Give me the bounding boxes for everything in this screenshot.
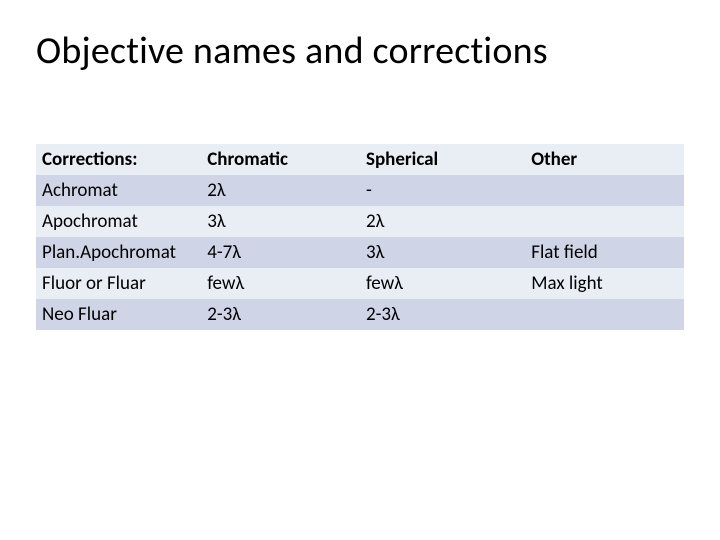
cell: Flat field xyxy=(525,237,684,268)
cell: 3λ xyxy=(360,237,525,268)
cell: 2-3λ xyxy=(201,299,360,330)
cell xyxy=(525,299,684,330)
cell xyxy=(525,175,684,206)
col-header: Corrections: xyxy=(36,144,201,175)
corrections-table: Corrections: Chromatic Spherical Other A… xyxy=(36,144,684,330)
cell: Plan.Apochromat xyxy=(36,237,201,268)
cell: Max light xyxy=(525,268,684,299)
page-title: Objective names and corrections xyxy=(36,28,684,74)
cell xyxy=(525,206,684,237)
cell: Fluor or Fluar xyxy=(36,268,201,299)
table-row: Fluor or Fluar fewλ fewλ Max light xyxy=(36,268,684,299)
cell: fewλ xyxy=(201,268,360,299)
cell: 3λ xyxy=(201,206,360,237)
col-header: Spherical xyxy=(360,144,525,175)
cell: - xyxy=(360,175,525,206)
table-row: Plan.Apochromat 4-7λ 3λ Flat field xyxy=(36,237,684,268)
col-header: Other xyxy=(525,144,684,175)
cell: Apochromat xyxy=(36,206,201,237)
slide: Objective names and corrections Correcti… xyxy=(0,0,720,540)
cell: 4-7λ xyxy=(201,237,360,268)
cell: fewλ xyxy=(360,268,525,299)
table-row: Achromat 2λ - xyxy=(36,175,684,206)
cell: 2-3λ xyxy=(360,299,525,330)
cell: 2λ xyxy=(201,175,360,206)
table-header-row: Corrections: Chromatic Spherical Other xyxy=(36,144,684,175)
cell: 2λ xyxy=(360,206,525,237)
cell: Achromat xyxy=(36,175,201,206)
table-row: Neo Fluar 2-3λ 2-3λ xyxy=(36,299,684,330)
cell: Neo Fluar xyxy=(36,299,201,330)
col-header: Chromatic xyxy=(201,144,360,175)
table-row: Apochromat 3λ 2λ xyxy=(36,206,684,237)
